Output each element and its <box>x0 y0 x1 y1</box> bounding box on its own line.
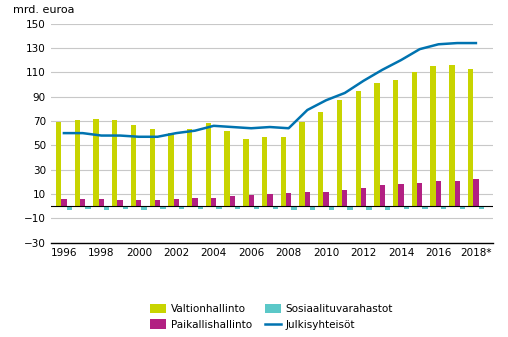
Bar <box>412 72 417 206</box>
Bar <box>179 206 184 209</box>
Bar <box>460 206 465 209</box>
Bar <box>449 65 455 206</box>
Bar <box>216 206 221 209</box>
Bar <box>366 206 371 210</box>
Bar <box>385 206 390 210</box>
Bar <box>347 206 353 210</box>
Bar <box>93 119 99 206</box>
Bar <box>441 206 447 209</box>
Bar <box>198 206 203 209</box>
Bar <box>243 139 248 206</box>
Bar <box>67 206 72 210</box>
Bar <box>318 113 324 206</box>
Bar <box>267 194 273 206</box>
Bar <box>356 91 361 206</box>
Y-axis label: mrd. euroa: mrd. euroa <box>13 5 75 15</box>
Bar <box>123 206 128 209</box>
Bar <box>436 181 441 206</box>
Bar <box>56 122 61 206</box>
Bar <box>329 206 334 210</box>
Bar <box>85 206 90 209</box>
Bar <box>361 188 366 206</box>
Bar <box>262 137 267 206</box>
Bar <box>187 129 193 206</box>
Bar <box>374 83 379 206</box>
Bar <box>299 122 305 206</box>
Bar <box>479 206 484 209</box>
Bar <box>149 129 155 206</box>
Bar <box>281 137 286 206</box>
Bar <box>305 191 310 206</box>
Bar <box>310 206 315 210</box>
Bar <box>248 195 254 206</box>
Bar <box>468 69 473 206</box>
Bar <box>174 199 179 206</box>
Bar <box>324 191 329 206</box>
Bar <box>455 181 460 206</box>
Bar <box>160 206 166 209</box>
Bar <box>473 179 479 206</box>
Bar <box>286 193 291 206</box>
Bar <box>80 199 85 206</box>
Bar <box>291 206 297 210</box>
Bar <box>417 183 422 206</box>
Bar <box>342 190 347 206</box>
Bar <box>254 206 259 209</box>
Bar <box>235 206 240 209</box>
Bar <box>193 197 198 206</box>
Bar <box>168 133 174 206</box>
Bar <box>206 123 211 206</box>
Bar <box>104 206 109 210</box>
Bar <box>99 199 104 206</box>
Bar <box>117 200 123 206</box>
Bar <box>75 120 80 206</box>
Bar <box>61 199 67 206</box>
Bar <box>141 206 147 210</box>
Bar <box>398 184 404 206</box>
Bar <box>136 200 141 206</box>
Bar <box>337 100 342 206</box>
Bar <box>422 206 428 209</box>
Bar <box>112 120 117 206</box>
Legend: Valtionhallinto, Paikallishallinto, Sosiaalituvarahastot, Julkisyhteisöt: Valtionhallinto, Paikallishallinto, Sosi… <box>146 300 397 334</box>
Bar <box>211 197 216 206</box>
Bar <box>230 196 235 206</box>
Bar <box>379 185 385 206</box>
Bar <box>131 125 136 206</box>
Bar <box>404 206 409 209</box>
Bar <box>393 80 398 206</box>
Bar <box>273 206 278 209</box>
Bar <box>155 200 160 206</box>
Bar <box>430 66 436 206</box>
Bar <box>225 131 230 206</box>
